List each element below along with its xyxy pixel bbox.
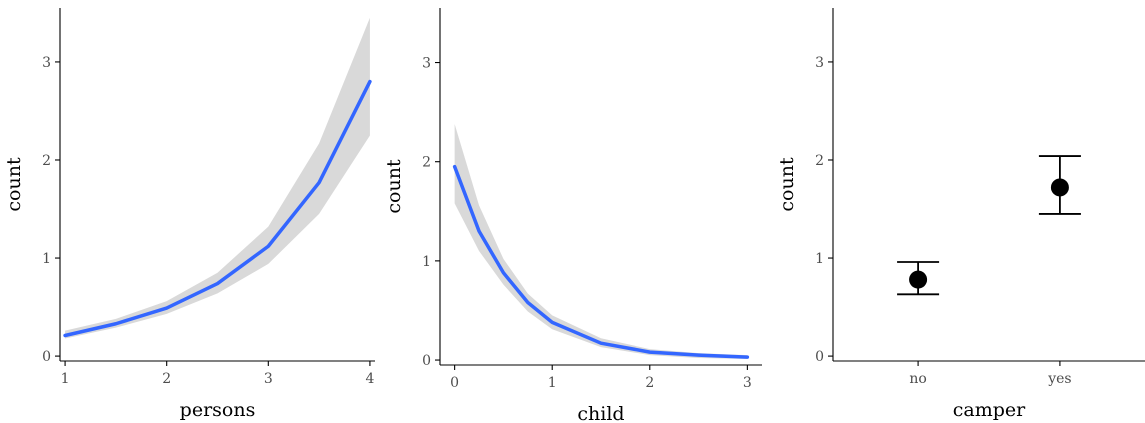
x-tick-label: 3 [264, 371, 273, 387]
y-axis-title: count [383, 159, 405, 214]
confidence-ribbon [454, 124, 748, 360]
y-tick-label: 2 [42, 153, 51, 169]
x-axis-title: persons [180, 399, 256, 421]
y-tick-label: 1 [815, 251, 824, 267]
y-tick-label: 3 [42, 55, 51, 71]
y-tick-label: 3 [422, 56, 431, 72]
y-tick-label: 1 [42, 251, 51, 267]
x-tick-label: 0 [450, 375, 459, 391]
chart-panel-2: 0 1 2 3 0 1 2 3 child count [383, 8, 762, 423]
x-tick-label: 2 [162, 371, 171, 387]
y-axis-title: count [3, 157, 25, 212]
x-tick-label: 1 [61, 371, 70, 387]
x-axis-title: camper [953, 399, 1026, 421]
x-axis-title: child [577, 403, 624, 423]
y-tick-label: 2 [422, 155, 431, 171]
x-tick-label: 3 [743, 375, 752, 391]
data-point-yes [1050, 178, 1069, 197]
confidence-ribbon [65, 17, 370, 339]
fitted-line [452, 164, 750, 359]
y-tick-label: 3 [815, 55, 824, 71]
chart-panel-3: 0 1 2 3 no yes camper count [776, 8, 1145, 421]
x-tick-label: 2 [645, 375, 654, 391]
y-tick-label: 0 [815, 349, 824, 365]
y-tick-label: 2 [815, 153, 824, 169]
data-point-no [909, 270, 928, 289]
x-tick-label: yes [1047, 371, 1071, 387]
x-tick-label: 1 [548, 375, 557, 391]
y-tick-label: 0 [422, 353, 431, 369]
y-tick-label: 0 [42, 349, 51, 365]
x-tick-label: 4 [365, 371, 374, 387]
x-tick-label: no [909, 371, 926, 387]
y-axis-title: count [776, 157, 798, 212]
y-tick-label: 1 [422, 254, 431, 270]
fitted-line [63, 79, 372, 338]
